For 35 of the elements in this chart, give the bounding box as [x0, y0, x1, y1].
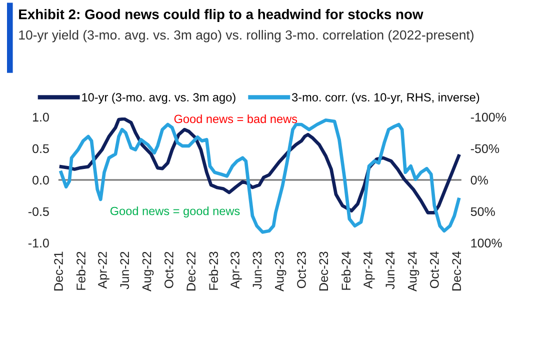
x-tick-label: Apr-22	[98, 252, 110, 289]
x-tick-label: Jun-22	[120, 252, 130, 290]
x-tick-label: Dec-23	[319, 252, 328, 290]
x-tick-label: Feb-22	[76, 252, 86, 290]
y-tick-label: 0.0	[32, 176, 49, 185]
x-tick-label: Oct-23	[297, 252, 306, 288]
x-tick-label: Aug-24	[408, 252, 420, 292]
y-tick-label: 1.0	[32, 112, 49, 122]
y2-tick-label: 100%	[471, 238, 502, 248]
y2-tick-label: 50%	[470, 207, 495, 216]
y-tick-label: 0.5	[32, 144, 49, 154]
x-tick-label: Feb-24	[341, 252, 351, 290]
x-tick-label: Dec-21	[54, 252, 63, 290]
annotation: Good news = bad news	[174, 114, 298, 124]
x-tick-label: Aug-23	[274, 252, 286, 292]
x-tick-label: Feb-23	[208, 252, 218, 290]
annotation: Good news = good news	[110, 206, 240, 218]
x-tick-label: Aug-22	[142, 252, 154, 292]
y-tick-label: -0.5	[28, 207, 49, 216]
x-tick-label: Oct-22	[164, 252, 174, 288]
x-tick-label: Apr-24	[364, 252, 375, 289]
x-tick-label: Oct-24	[430, 252, 439, 288]
y2-tick-label: -100%	[470, 112, 506, 122]
y2-tick-label: 0%	[470, 176, 488, 185]
y2-tick-label: -50%	[470, 144, 500, 154]
x-tick-label: Jun-24	[386, 252, 395, 290]
legend-label: 3-mo. corr. (vs. 10-yr, RHS, inverse)	[292, 92, 480, 104]
x-tick-label: Dec-22	[186, 252, 196, 290]
chart-subtitle: 10-yr yield (3-mo. avg. vs. 3m ago) vs. rolling 3-mo. correlation (2022-present)	[19, 30, 474, 42]
x-tick-label: Dec-24	[452, 252, 461, 290]
x-tick-label: Jun-23	[252, 252, 262, 290]
x-tick-label: Apr-23	[230, 252, 242, 289]
chart-title: Exhibit 2: Good news could flip to a headwind for stocks now	[19, 9, 424, 22]
legend-label: 10-yr (3-mo. avg. vs. 3m ago)	[82, 92, 236, 104]
y-tick-label: -1.0	[28, 238, 49, 248]
